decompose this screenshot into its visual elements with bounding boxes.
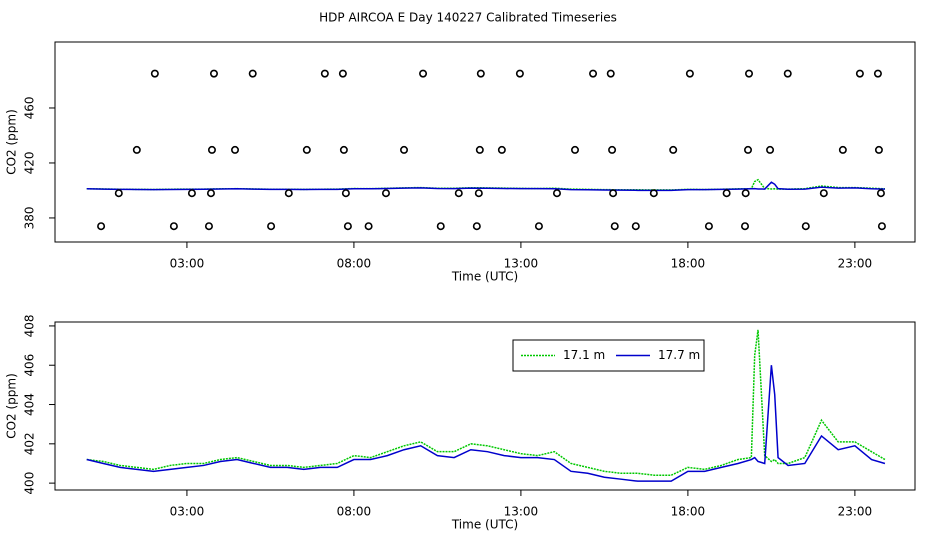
point (248, 69, 257, 78)
point (114, 189, 123, 198)
y-tick-label: 400 (23, 472, 37, 495)
point (472, 222, 481, 231)
y-tick-label: 460 (23, 97, 37, 120)
plot-area (86, 69, 886, 231)
point (207, 145, 216, 154)
point (187, 189, 196, 198)
point (206, 189, 215, 198)
point (745, 69, 754, 78)
point (876, 189, 885, 198)
y-tick-label: 420 (23, 152, 37, 175)
point (338, 69, 347, 78)
point (877, 222, 886, 231)
point (343, 222, 352, 231)
point (571, 145, 580, 154)
point (284, 189, 293, 198)
x-tick-label: 23:00 (838, 505, 873, 519)
x-tick-label: 08:00 (337, 505, 372, 519)
point (741, 189, 750, 198)
series-line (86, 181, 885, 192)
chart-title: HDP AIRCOA E Day 140227 Calibrated Times… (319, 11, 617, 25)
y-axis-label: CO2 (ppm) (5, 109, 19, 175)
point (783, 69, 792, 78)
x-tick-label: 18:00 (671, 257, 706, 271)
y-axis-label: CO2 (ppm) (5, 373, 19, 439)
y-tick-label: 380 (23, 206, 37, 229)
point (169, 222, 178, 231)
point (320, 69, 329, 78)
x-axis-label: Time (UTC) (451, 270, 518, 284)
point (231, 145, 240, 154)
point (609, 189, 618, 198)
plot-frame (54, 321, 916, 491)
plot-frame (54, 41, 916, 243)
point (400, 145, 409, 154)
point (475, 145, 484, 154)
point (552, 189, 561, 198)
point (150, 69, 159, 78)
legend-box (512, 339, 705, 372)
series-line (86, 365, 886, 482)
point (476, 69, 485, 78)
y-tick-label: 402 (23, 432, 37, 455)
point (873, 69, 882, 78)
plot-area (86, 329, 886, 482)
point (97, 222, 106, 231)
point (766, 145, 775, 154)
y-tick-label: 408 (23, 314, 37, 337)
point (838, 145, 847, 154)
point (381, 189, 390, 198)
point (204, 222, 213, 231)
point (855, 69, 864, 78)
point (132, 145, 141, 154)
point (454, 189, 463, 198)
point (608, 145, 617, 154)
point (589, 69, 598, 78)
point (209, 69, 218, 78)
y-tick-label: 406 (23, 354, 37, 377)
x-tick-label: 03:00 (170, 505, 205, 519)
point (364, 222, 373, 231)
x-tick-label: 23:00 (838, 257, 873, 271)
point (704, 222, 713, 231)
point (819, 189, 828, 198)
point (419, 69, 428, 78)
point (436, 222, 445, 231)
point (606, 69, 615, 78)
point (649, 189, 658, 198)
x-tick-label: 13:00 (504, 257, 539, 271)
x-tick-label: 03:00 (170, 257, 205, 271)
x-tick-label: 08:00 (337, 257, 372, 271)
point (515, 69, 524, 78)
point (874, 145, 883, 154)
x-axis-label: Time (UTC) (451, 518, 518, 532)
legend-label: 17.7 m (658, 348, 700, 362)
point (801, 222, 810, 231)
point (341, 189, 350, 198)
point (722, 189, 731, 198)
point (741, 222, 750, 231)
y-tick-label: 404 (23, 393, 37, 416)
x-tick-label: 18:00 (671, 505, 706, 519)
point (339, 145, 348, 154)
point (631, 222, 640, 231)
point (685, 69, 694, 78)
legend-label: 17.1 m (563, 348, 605, 362)
point (267, 222, 276, 231)
point (669, 145, 678, 154)
point (610, 222, 619, 231)
point (302, 145, 311, 154)
point (497, 145, 506, 154)
point (534, 222, 543, 231)
point (744, 145, 753, 154)
x-tick-label: 13:00 (504, 505, 539, 519)
point (474, 189, 483, 198)
